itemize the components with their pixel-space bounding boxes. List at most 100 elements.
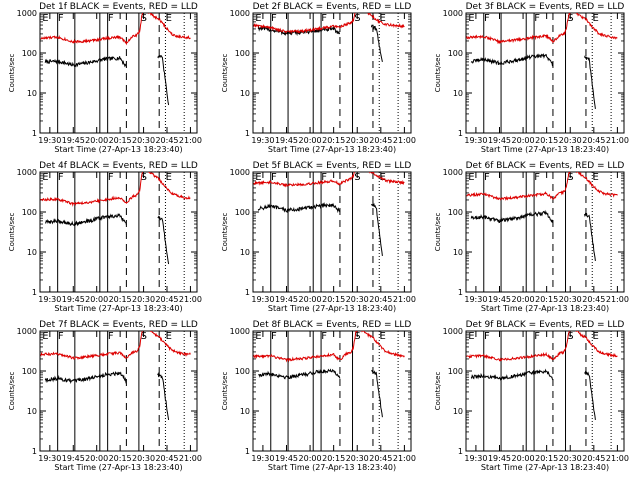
events-series-line [370,24,383,63]
x-tick-label: 20:00 [299,295,322,304]
y-tick-label: 1 [245,288,250,297]
x-tick-label: 20:15 [109,136,132,145]
chart-panel-4: Det 4f BLACK = Events, RED = LLD 1 10 100 10… [8,161,202,313]
lld-series-line [40,13,191,46]
y-axis-label: Counts/sec [8,213,16,252]
y-tick-label: 100 [235,367,250,376]
x-tick-label: 20:00 [85,295,108,304]
chart-panel-6: Det 6f BLACK = Events, RED = LLD 1 10 100 10… [434,161,629,313]
chart-panel-2: Det 2f BLACK = Events, RED = LLD 1 10 100 10… [221,2,416,154]
chart-panel-9: Det 9f BLACK = Events, RED = LLD 1 10 100 10… [434,320,629,472]
interval-marker: S [354,331,360,342]
y-tick-label: 1000 [17,9,37,18]
y-tick-label: 1 [245,129,250,138]
interval-marker: E [468,172,474,183]
x-tick-label: 20:00 [85,454,108,463]
y-axis-label: Counts/sec [434,372,442,411]
interval-marker: F [58,13,64,24]
y-tick-label: 1000 [443,168,463,177]
interval-marker: F [534,13,540,24]
x-tick-label: 19:45 [488,295,511,304]
interval-marker: F [484,13,490,24]
interval-marker: F [321,172,327,183]
interval-marker: E [166,331,172,342]
x-tick-label: 19:45 [62,136,85,145]
chart-panel-1: Det 1f BLACK = Events, RED = LLD 1 10 100 10… [8,2,202,154]
interval-marker: E [468,13,474,24]
lld-series-line [466,13,618,45]
y-tick-label: 100 [235,49,250,58]
y-tick-label: 1 [32,288,37,297]
y-tick-label: 10 [453,407,463,416]
x-axis-label: Start Time (27-Apr-13 18:23:40) [481,463,609,472]
x-tick-label: 20:45 [155,454,178,463]
x-tick-label: 20:30 [559,136,582,145]
y-tick-label: 100 [22,208,37,217]
x-axis-label: Start Time (27-Apr-13 18:23:40) [268,463,396,472]
x-tick-label: 19:30 [251,136,274,145]
x-tick-label: 20:30 [559,454,582,463]
interval-marker: E [379,13,385,24]
y-tick-label: 1000 [230,327,250,336]
x-tick-label: 19:45 [488,136,511,145]
x-tick-label: 20:00 [299,136,322,145]
plot-frame [39,330,198,452]
plot-frame [39,12,198,134]
x-tick-label: 20:15 [322,136,345,145]
x-tick-label: 20:15 [109,454,132,463]
x-tick-label: 19:45 [275,136,298,145]
x-tick-label: 19:30 [38,295,61,304]
y-tick-label: 10 [240,248,250,257]
plot-frame [252,330,412,452]
x-tick-label: 20:30 [346,136,369,145]
events-series-line [157,54,170,106]
x-tick-label: 20:30 [132,454,155,463]
lld-series-line [253,172,405,188]
x-tick-label: 20:30 [132,295,155,304]
interval-marker: S [567,331,573,342]
x-tick-label: 21:00 [606,295,629,304]
x-tick-label: 19:30 [38,136,61,145]
x-tick-label: 20:45 [369,136,392,145]
y-tick-label: 100 [448,208,463,217]
chart-panel-5: Det 5f BLACK = Events, RED = LLD 1 10 100 10… [221,161,416,313]
interval-marker: S [141,331,147,342]
interval-marker: F [321,331,327,342]
interval-marker: F [58,331,64,342]
y-tick-label: 100 [448,49,463,58]
x-axis-label: Start Time (27-Apr-13 18:23:40) [268,145,396,154]
interval-marker: E [42,13,48,24]
y-tick-label: 1000 [17,327,37,336]
plot-frame [39,171,198,293]
events-series-line [45,213,127,227]
interval-marker: S [567,13,573,24]
y-tick-label: 1000 [443,9,463,18]
y-axis-label: Counts/sec [221,213,229,252]
lld-series-line [466,331,618,362]
x-tick-label: 20:15 [322,454,345,463]
chart-panel-7: Det 7f BLACK = Events, RED = LLD 1 10 100 10… [8,320,202,472]
y-tick-label: 1000 [230,9,250,18]
events-series-line [371,369,383,418]
chart-title: Det 1f BLACK = Events, RED = LLD [39,2,198,12]
interval-marker: E [42,331,48,342]
interval-marker: E [592,172,598,183]
x-axis-label: Start Time (27-Apr-13 18:23:40) [54,145,182,154]
interval-marker: F [271,331,277,342]
chart-title: Det 4f BLACK = Events, RED = LLD [39,161,198,171]
chart-title: Det 5f BLACK = Events, RED = LLD [253,161,412,171]
x-tick-label: 19:30 [464,295,487,304]
x-tick-label: 19:45 [275,454,298,463]
x-tick-label: 20:15 [322,295,345,304]
x-tick-label: 19:45 [62,454,85,463]
x-tick-label: 20:00 [85,136,108,145]
lld-series-line [253,13,405,35]
x-tick-label: 20:00 [512,136,535,145]
plot-frame [252,12,412,134]
interval-marker: F [58,172,64,183]
interval-marker: E [42,172,48,183]
events-series-line [157,372,170,420]
interval-marker: F [484,331,490,342]
events-series-line [370,201,383,256]
x-axis-label: Start Time (27-Apr-13 18:23:40) [481,304,609,313]
